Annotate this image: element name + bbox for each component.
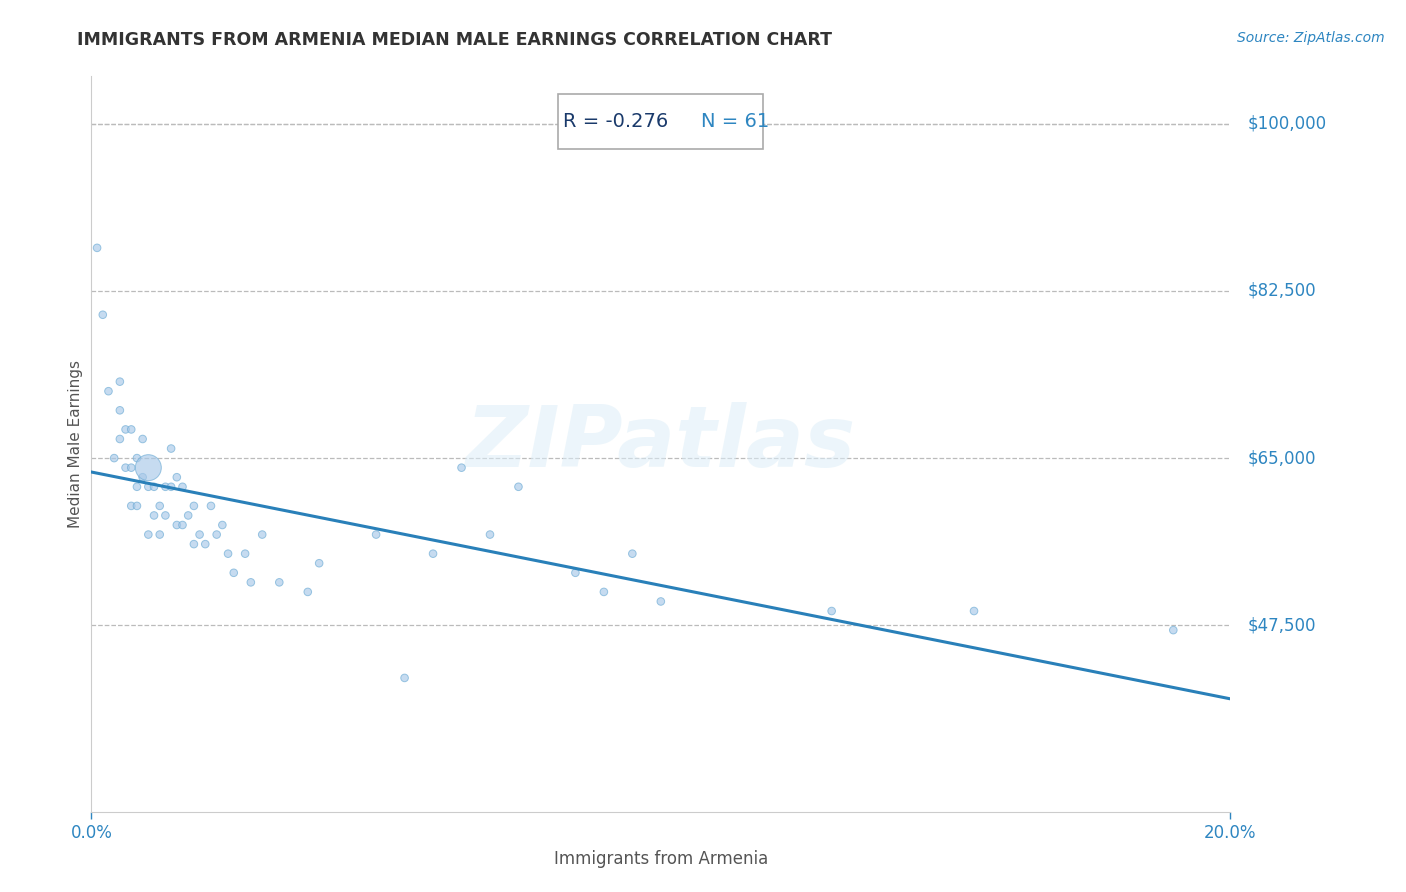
Point bbox=[108, 375, 131, 389]
Point bbox=[239, 575, 262, 590]
Y-axis label: Median Male Earnings: Median Male Earnings bbox=[67, 359, 83, 528]
Point bbox=[114, 422, 136, 436]
Point bbox=[155, 508, 177, 523]
Point bbox=[177, 508, 200, 523]
X-axis label: Immigrants from Armenia: Immigrants from Armenia bbox=[554, 850, 768, 868]
Text: $82,500: $82,500 bbox=[1247, 282, 1316, 300]
Point bbox=[108, 432, 131, 446]
Point bbox=[564, 566, 586, 580]
Text: Source: ZipAtlas.com: Source: ZipAtlas.com bbox=[1237, 31, 1385, 45]
Point bbox=[138, 480, 160, 494]
Point bbox=[160, 480, 183, 494]
Point bbox=[143, 480, 166, 494]
Point bbox=[166, 470, 188, 484]
Point bbox=[125, 451, 148, 466]
Point bbox=[222, 566, 245, 580]
Point bbox=[650, 594, 672, 608]
Point bbox=[963, 604, 986, 618]
Point bbox=[183, 537, 205, 551]
Point bbox=[125, 499, 148, 513]
Point bbox=[120, 499, 142, 513]
Text: R = -0.276: R = -0.276 bbox=[562, 112, 668, 131]
Point bbox=[166, 518, 188, 533]
Point bbox=[478, 527, 502, 541]
Point bbox=[172, 480, 194, 494]
Point bbox=[103, 451, 125, 466]
Point bbox=[120, 422, 142, 436]
Point bbox=[108, 403, 131, 417]
Point bbox=[183, 499, 205, 513]
Point bbox=[86, 241, 108, 255]
Point bbox=[138, 527, 160, 541]
Point bbox=[149, 527, 172, 541]
Text: IMMIGRANTS FROM ARMENIA MEDIAN MALE EARNINGS CORRELATION CHART: IMMIGRANTS FROM ARMENIA MEDIAN MALE EARN… bbox=[77, 31, 832, 49]
Text: $100,000: $100,000 bbox=[1247, 114, 1326, 133]
Point bbox=[450, 460, 472, 475]
Point bbox=[143, 508, 166, 523]
Point bbox=[155, 480, 177, 494]
Point bbox=[172, 518, 194, 533]
Point bbox=[820, 604, 842, 618]
Point bbox=[160, 442, 183, 456]
Point bbox=[217, 547, 239, 561]
Point bbox=[1161, 623, 1184, 637]
Point bbox=[308, 556, 330, 570]
Point bbox=[250, 527, 273, 541]
Point bbox=[422, 547, 444, 561]
Text: N = 61: N = 61 bbox=[700, 112, 769, 131]
Point bbox=[97, 384, 120, 399]
Point bbox=[621, 547, 644, 561]
Point bbox=[269, 575, 291, 590]
Point bbox=[593, 585, 616, 599]
Point bbox=[194, 537, 217, 551]
Point bbox=[114, 460, 136, 475]
Point bbox=[138, 460, 160, 475]
Point bbox=[188, 527, 211, 541]
Point bbox=[131, 470, 153, 484]
Point bbox=[91, 308, 114, 322]
FancyBboxPatch shape bbox=[558, 95, 763, 149]
Point bbox=[394, 671, 416, 685]
Text: $47,500: $47,500 bbox=[1247, 616, 1316, 634]
Point bbox=[233, 547, 256, 561]
Point bbox=[211, 518, 233, 533]
Point bbox=[508, 480, 530, 494]
Point bbox=[297, 585, 319, 599]
Point bbox=[125, 480, 148, 494]
Text: ZIPatlas: ZIPatlas bbox=[465, 402, 856, 485]
Point bbox=[205, 527, 228, 541]
Text: $65,000: $65,000 bbox=[1247, 449, 1316, 467]
Point bbox=[200, 499, 222, 513]
Point bbox=[120, 460, 142, 475]
Point bbox=[364, 527, 387, 541]
Point bbox=[149, 499, 172, 513]
Point bbox=[131, 432, 153, 446]
